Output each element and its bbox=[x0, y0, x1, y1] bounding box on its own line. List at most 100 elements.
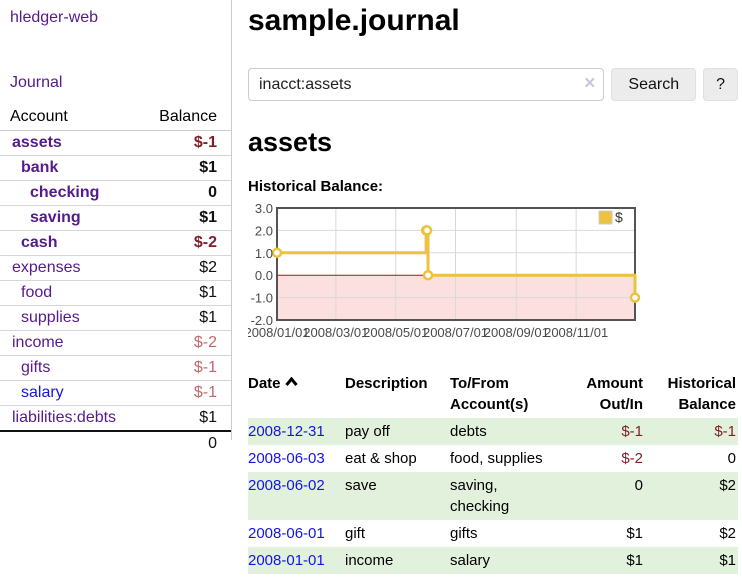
svg-text:2008/05/01: 2008/05/01 bbox=[363, 325, 428, 340]
register-balance-cell: $1 bbox=[719, 552, 736, 569]
register-accounts-cell: gifts bbox=[450, 525, 478, 542]
description-column-header: Description bbox=[345, 375, 428, 392]
register-date-cell: 2008-06-01 bbox=[248, 520, 345, 547]
register-table: Date Description To/From Account(s) Amou… bbox=[248, 370, 738, 574]
svg-text:3.0: 3.0 bbox=[255, 201, 273, 216]
main-content: sample.journal × Search ? assets Histori… bbox=[244, 0, 738, 574]
sidebar-account-link[interactable]: assets bbox=[12, 134, 62, 151]
account-cell: bank bbox=[0, 155, 136, 181]
register-body: 2008-12-31 pay off debts $-1 $-1 2008-06-03 ea… bbox=[248, 418, 738, 574]
svg-text:1.0: 1.0 bbox=[255, 246, 273, 261]
account-cell: assets bbox=[0, 130, 136, 156]
historical-balance-chart: $3.0 2.0 1.0 0.0 -1.0 -2.02008/01/012008/03/0… bbox=[244, 201, 641, 340]
register-accounts-cell: debts bbox=[450, 423, 487, 440]
sidebar-account-balance: 0 bbox=[135, 180, 231, 206]
app-title-link[interactable]: hledger-web bbox=[10, 9, 99, 26]
sidebar-account-balance: $1 bbox=[135, 280, 231, 306]
register-balance-cell: $2 bbox=[719, 525, 736, 542]
account-row: gifts $-1 bbox=[0, 355, 231, 381]
register-date-cell: 2008-06-02 bbox=[248, 472, 345, 520]
account-cell: gifts bbox=[0, 355, 136, 381]
account-total-balance: 0 bbox=[135, 430, 231, 456]
svg-text:-1.0: -1.0 bbox=[251, 291, 273, 306]
search-input-wrapper: × bbox=[248, 68, 605, 101]
account-row: income $-2 bbox=[0, 330, 231, 356]
sidebar-account-link[interactable]: cash bbox=[21, 234, 58, 251]
search-button[interactable]: Search bbox=[611, 68, 697, 101]
sidebar-account-balance: $1 bbox=[135, 405, 231, 432]
svg-text:2008/09/01: 2008/09/01 bbox=[484, 325, 549, 340]
search-form: × Search ? bbox=[248, 68, 738, 101]
account-cell: liabilities:debts bbox=[0, 405, 136, 432]
balance-column-header-register: Historical Balance bbox=[667, 375, 736, 413]
register-description-cell: income bbox=[345, 552, 394, 569]
sidebar-account-link[interactable]: income bbox=[12, 334, 64, 351]
transaction-date-link[interactable]: 2008-12-31 bbox=[248, 423, 325, 440]
account-row: supplies $1 bbox=[0, 305, 231, 331]
sidebar-account-link[interactable]: saving bbox=[30, 209, 81, 226]
sidebar-item-journal[interactable]: Journal bbox=[10, 74, 63, 91]
sidebar-account-link[interactable]: bank bbox=[21, 159, 59, 176]
register-description-cell: gift bbox=[345, 525, 366, 542]
svg-text:2.0: 2.0 bbox=[255, 223, 273, 238]
account-row: salary $-1 bbox=[0, 380, 231, 406]
svg-text:$: $ bbox=[615, 209, 623, 225]
sidebar-account-balance: $2 bbox=[135, 255, 231, 281]
transaction-date-link[interactable]: 2008-06-03 bbox=[248, 450, 325, 467]
sidebar-account-balance: $-2 bbox=[135, 330, 231, 356]
balance-column-header: Balance bbox=[135, 104, 231, 131]
sidebar-account-balance: $-1 bbox=[135, 130, 231, 156]
register-date-cell: 2008-01-01 bbox=[248, 547, 345, 574]
account-heading: assets bbox=[248, 127, 333, 157]
register-amount-cell: $-2 bbox=[621, 450, 643, 467]
account-cell: food bbox=[0, 280, 136, 306]
sidebar-account-link[interactable]: gifts bbox=[21, 359, 51, 376]
date-column-header[interactable]: Date bbox=[248, 370, 345, 418]
register-balance-cell: $-1 bbox=[714, 423, 736, 440]
sidebar-account-balance: $-2 bbox=[135, 230, 231, 256]
svg-text:2008/07/01: 2008/07/01 bbox=[423, 325, 488, 340]
account-row: assets $-1 bbox=[0, 130, 231, 156]
sidebar-account-balance: $1 bbox=[135, 305, 231, 331]
account-column-header: Account bbox=[0, 104, 136, 131]
chart-title: Historical Balance: bbox=[248, 178, 384, 195]
sidebar-account-link[interactable]: supplies bbox=[21, 309, 80, 326]
account-cell: income bbox=[0, 330, 136, 356]
register-amount-cell: $1 bbox=[626, 552, 643, 569]
svg-text:2008/11/01: 2008/11/01 bbox=[544, 325, 608, 340]
account-row: bank $1 bbox=[0, 155, 231, 181]
transaction-date-link[interactable]: 2008-01-01 bbox=[248, 552, 325, 569]
sidebar-account-link[interactable]: expenses bbox=[12, 259, 81, 276]
account-cell: supplies bbox=[0, 305, 136, 331]
page-title: sample.journal bbox=[248, 4, 460, 37]
sidebar-account-balance: $-1 bbox=[135, 380, 231, 406]
sidebar-account-balance: $1 bbox=[135, 155, 231, 181]
register-balance-cell: 0 bbox=[727, 450, 736, 467]
sidebar-account-balance: $-1 bbox=[135, 355, 231, 381]
account-row: cash $-2 bbox=[0, 230, 231, 256]
register-row: 2008-12-31 pay off debts $-1 $-1 bbox=[248, 418, 738, 445]
register-accounts-cell: saving, checking bbox=[450, 477, 510, 515]
search-input[interactable] bbox=[248, 68, 605, 101]
sidebar-account-link[interactable]: salary bbox=[21, 384, 64, 401]
sidebar-account-link[interactable]: checking bbox=[30, 184, 100, 201]
account-total-row: 0 bbox=[0, 430, 231, 456]
account-tree-body: assets $-1 bank $1 checking 0 saving $1 cash $-2 e… bbox=[0, 130, 231, 432]
sidebar-account-link[interactable]: liabilities:debts bbox=[12, 409, 117, 426]
register-accounts-cell: salary bbox=[450, 552, 491, 569]
account-cell: checking bbox=[0, 180, 136, 206]
accounts-column-header: To/From Account(s) bbox=[450, 375, 529, 413]
register-amount-cell: $-1 bbox=[621, 423, 643, 440]
transaction-date-link[interactable]: 2008-06-01 bbox=[248, 525, 325, 542]
account-row: food $1 bbox=[0, 280, 231, 306]
sort-ascending-icon bbox=[284, 377, 298, 386]
clear-search-icon[interactable]: × bbox=[584, 73, 596, 94]
account-cell: salary bbox=[0, 380, 136, 406]
sidebar-account-link[interactable]: food bbox=[21, 284, 53, 301]
transaction-date-link[interactable]: 2008-06-02 bbox=[248, 477, 325, 494]
sidebar-account-balance: $1 bbox=[135, 205, 231, 231]
account-row: checking 0 bbox=[0, 180, 231, 206]
account-total-spacer bbox=[0, 430, 136, 456]
register-amount-cell: $1 bbox=[626, 525, 643, 542]
help-button[interactable]: ? bbox=[703, 68, 738, 101]
